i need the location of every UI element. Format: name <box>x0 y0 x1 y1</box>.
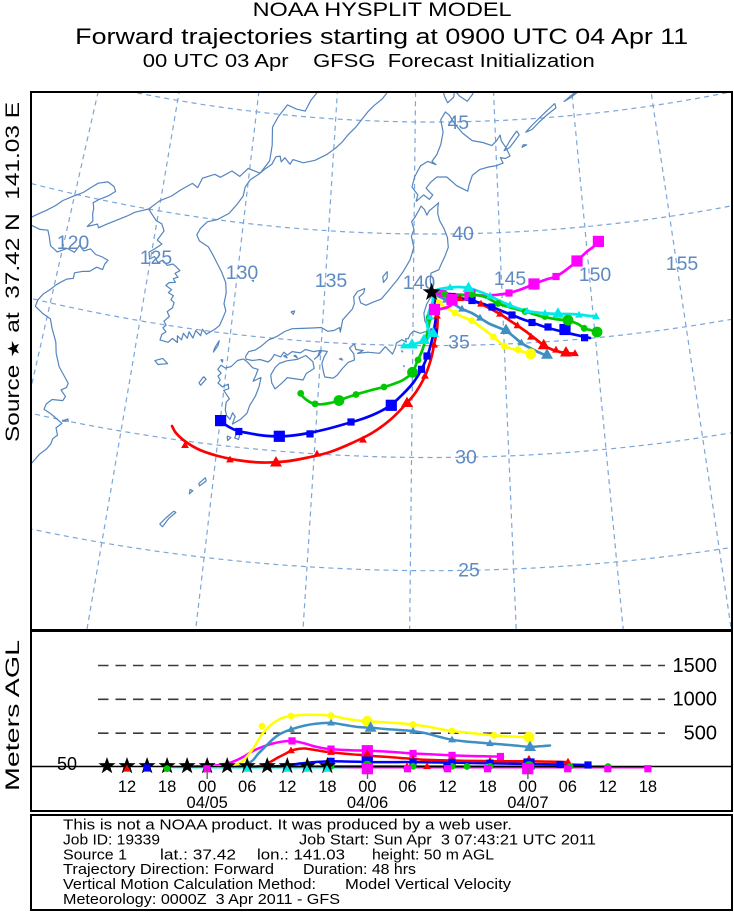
svg-text:40: 40 <box>452 223 474 245</box>
svg-text:lat.: 37.42: lat.: 37.42 <box>160 846 236 863</box>
svg-text:45: 45 <box>447 112 469 134</box>
svg-text:06: 06 <box>238 778 256 796</box>
svg-text:00: 00 <box>198 778 216 796</box>
svg-text:Meters AGL: Meters AGL <box>3 640 24 791</box>
svg-text:120: 120 <box>57 232 90 254</box>
svg-text:135: 135 <box>315 270 348 292</box>
svg-text:25: 25 <box>458 560 480 582</box>
svg-text:NOAA HYSPLIT MODEL: NOAA HYSPLIT MODEL <box>253 0 512 21</box>
svg-text:18: 18 <box>158 778 176 796</box>
svg-text:12: 12 <box>438 778 456 796</box>
svg-text:140: 140 <box>403 272 436 294</box>
svg-text:Forward trajectories starting: Forward trajectories starting at 0900 UT… <box>75 24 688 49</box>
svg-text:00 UTC 03 Apr GFSG Forecas: 00 UTC 03 Apr GFSG Forecast Initializati… <box>143 50 595 71</box>
svg-text:1000: 1000 <box>673 689 718 711</box>
svg-text:Duration: 48 hrs: Duration: 48 hrs <box>303 861 416 878</box>
svg-text:18: 18 <box>318 778 336 796</box>
svg-text:This is not a NOAA product. It: This is not a NOAA product. It was produ… <box>63 817 512 834</box>
svg-text:12: 12 <box>118 778 136 796</box>
svg-text:18: 18 <box>639 778 657 796</box>
svg-text:Job Start: Sun Apr 3 07:43:21: Job Start: Sun Apr 3 07:43:21 UTC 2011 <box>299 831 596 848</box>
svg-text:Meteorology: 0000Z 3 Apr 2011: Meteorology: 0000Z 3 Apr 2011 - GFS <box>63 891 340 908</box>
svg-text:1500: 1500 <box>673 655 718 677</box>
svg-text:50: 50 <box>57 754 77 774</box>
svg-text:00: 00 <box>358 778 376 796</box>
svg-text:height: 50 m AGL: height: 50 m AGL <box>372 846 494 863</box>
svg-text:Source 1: Source 1 <box>63 846 127 863</box>
svg-text:12: 12 <box>599 778 617 796</box>
svg-text:130: 130 <box>226 262 259 284</box>
svg-text:155: 155 <box>666 253 699 275</box>
svg-text:35: 35 <box>448 332 470 354</box>
svg-text:12: 12 <box>278 778 296 796</box>
svg-text:04/07: 04/07 <box>507 794 548 812</box>
svg-text:04/05: 04/05 <box>187 794 228 812</box>
svg-text:04/06: 04/06 <box>347 794 388 812</box>
svg-text:Vertical Motion Calculation Me: Vertical Motion Calculation Method: <box>63 876 316 893</box>
svg-text:145: 145 <box>494 268 527 290</box>
svg-text:150: 150 <box>579 264 612 286</box>
svg-text:Model Vertical Velocity: Model Vertical Velocity <box>345 876 512 893</box>
svg-text:00: 00 <box>519 778 537 796</box>
svg-text:30: 30 <box>455 447 477 469</box>
svg-text:Trajectory Direction: Forward: Trajectory Direction: Forward <box>63 861 274 878</box>
svg-text:Source ★ at 37.42 N 141.03 E: Source ★ at 37.42 N 141.03 E <box>3 102 24 442</box>
svg-text:125: 125 <box>140 247 173 269</box>
svg-text:06: 06 <box>559 778 577 796</box>
svg-text:lon.: 141.03: lon.: 141.03 <box>257 846 345 863</box>
svg-text:06: 06 <box>398 778 416 796</box>
svg-text:500: 500 <box>684 723 717 745</box>
svg-text:Job ID: 19339: Job ID: 19339 <box>63 831 160 848</box>
svg-text:18: 18 <box>478 778 496 796</box>
